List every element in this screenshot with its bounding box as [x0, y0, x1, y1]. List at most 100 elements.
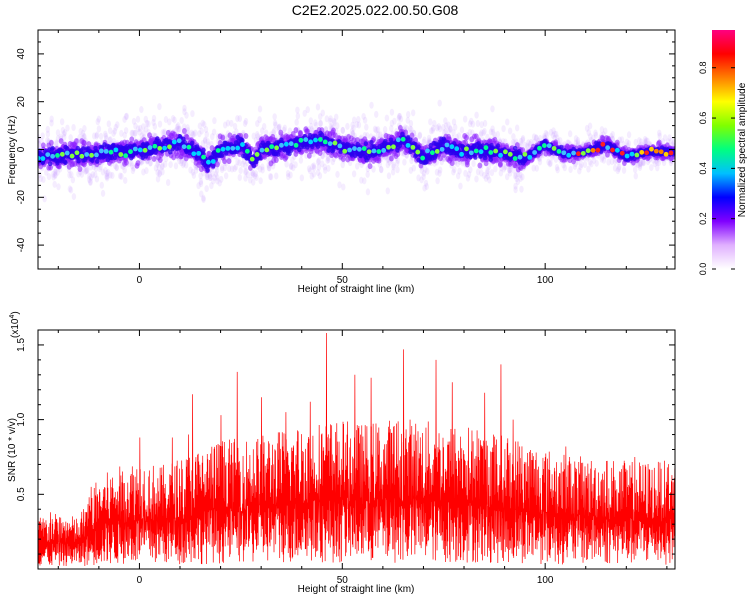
- spectrogram-cell: [421, 169, 427, 177]
- spectrogram-cell: [621, 166, 627, 174]
- spectrogram-cell: [258, 155, 263, 161]
- spectrogram-cell: [229, 119, 234, 127]
- spectrogram-cell: [111, 142, 116, 148]
- spectrogram-cell: [457, 167, 462, 175]
- spectrogram-cell: [356, 116, 361, 124]
- spectrogram-cell: [599, 155, 605, 163]
- spectrogram-cell: [502, 163, 507, 171]
- spectrogram-cell: [473, 133, 479, 140]
- spectrogram-cell: [317, 172, 323, 180]
- spectrogram-cell: [177, 125, 182, 133]
- spectrogram-cell: [157, 103, 162, 111]
- spectrogram-cell: [356, 121, 362, 129]
- spectrogram-cell: [232, 122, 238, 130]
- spectrogram-cell: [251, 132, 256, 140]
- spectrogram-cell: [219, 166, 225, 174]
- spectrogram-cell: [467, 120, 473, 128]
- spectrogram-cell: [594, 159, 599, 167]
- spectrogram-cell: [385, 161, 391, 169]
- spectrogram-cell: [437, 125, 443, 133]
- spectrogram-cell: [642, 135, 648, 143]
- spectrogram-cell: [70, 176, 76, 184]
- spectrogram-cell: [337, 139, 343, 145]
- spectrogram-cell: [331, 127, 336, 134]
- spectrogram-cell: [133, 129, 138, 137]
- spectrogram-cell: [436, 123, 441, 131]
- spectrogram-cell: [148, 159, 153, 167]
- spectrogram-cell: [272, 127, 277, 135]
- spectrogram-cell: [385, 156, 390, 164]
- spectrogram-cell: [80, 129, 86, 137]
- spectrogram-cell: [470, 120, 476, 128]
- spectrogram-cell: [90, 171, 96, 179]
- spectrogram-cell: [257, 165, 263, 173]
- spectrogram-cell: [474, 111, 479, 119]
- spectrogram-cell: [508, 165, 513, 173]
- spectrogram-cell: [487, 176, 492, 184]
- spectrogram-cell: [619, 136, 625, 144]
- spectrogram-cell: [84, 166, 90, 174]
- spectrogram-cell: [425, 167, 430, 175]
- spectrogram-cell: [374, 110, 379, 118]
- spectrogram-cell: [553, 130, 559, 138]
- spectrogram-cell: [260, 166, 265, 174]
- spectrogram-cell: [69, 171, 74, 179]
- spectrogram-cell: [103, 167, 108, 175]
- spectrogram-cell: [422, 184, 427, 192]
- spectrogram-cell: [157, 170, 162, 178]
- spectrogram-cell: [237, 115, 242, 123]
- spectrogram-cell: [562, 164, 567, 172]
- spectrogram-cell: [130, 167, 136, 175]
- spectrogram-cell: [67, 185, 73, 193]
- spectrogram-cell: [429, 127, 434, 135]
- spectrogram-cell: [107, 127, 113, 135]
- spectrogram-cell: [638, 159, 643, 167]
- spectrogram-cell: [637, 137, 642, 145]
- spectrogram-cell: [61, 130, 67, 138]
- spectrogram-cell: [243, 162, 248, 170]
- spectrogram-cell: [94, 131, 100, 139]
- spectrogram-cell: [111, 129, 116, 137]
- spectrogram-cell: [428, 118, 433, 126]
- spectrogram-cell: [213, 170, 219, 178]
- spectrogram-cell: [531, 133, 537, 141]
- spectrogram-cell: [593, 131, 599, 139]
- spectrogram-cell: [444, 122, 449, 130]
- spectrogram-cell: [315, 158, 321, 166]
- spectrogram-cell: [200, 119, 205, 127]
- spectrogram-cell: [217, 179, 222, 187]
- spectrogram-cell: [105, 172, 110, 180]
- spectrogram-cell: [168, 149, 173, 155]
- spectrogram-cell: [520, 136, 525, 144]
- spectrogram-cell: [182, 104, 187, 112]
- spectrogram-cell: [518, 175, 523, 183]
- spectrogram-cell: [252, 172, 258, 180]
- spectrogram-cell: [155, 169, 160, 177]
- spectrogram-cell: [510, 139, 516, 147]
- spectrogram-cell: [667, 134, 672, 142]
- spectrogram-cell: [365, 188, 371, 196]
- spectrogram-cell: [201, 147, 206, 153]
- spectrogram-cell: [518, 141, 524, 149]
- spectrogram-cell: [389, 155, 394, 162]
- spectrogram-cell: [632, 166, 638, 174]
- spectrogram-cell: [490, 105, 495, 113]
- spectrogram-cell: [316, 163, 322, 171]
- spectrogram-cell: [479, 121, 484, 129]
- spectrogram-cell: [237, 159, 242, 167]
- spectrogram-cell: [351, 124, 356, 132]
- spectrogram-cell: [40, 132, 45, 140]
- spectrogram-cell: [313, 133, 318, 139]
- spectrogram-cell: [386, 172, 392, 180]
- spectrogram-cell: [309, 172, 314, 180]
- spectrogram-cell: [119, 129, 124, 137]
- spectrogram-cell: [162, 128, 167, 136]
- spectrogram-cell: [284, 160, 289, 168]
- spectrogram-cell: [463, 169, 468, 177]
- spectrogram-cell: [606, 158, 611, 166]
- spectrogram-cell: [434, 124, 440, 132]
- spectrogram-cell: [210, 169, 215, 177]
- spectrogram-cell: [310, 163, 315, 171]
- spectrogram-cell: [96, 115, 102, 123]
- spectrogram-cell: [49, 119, 54, 127]
